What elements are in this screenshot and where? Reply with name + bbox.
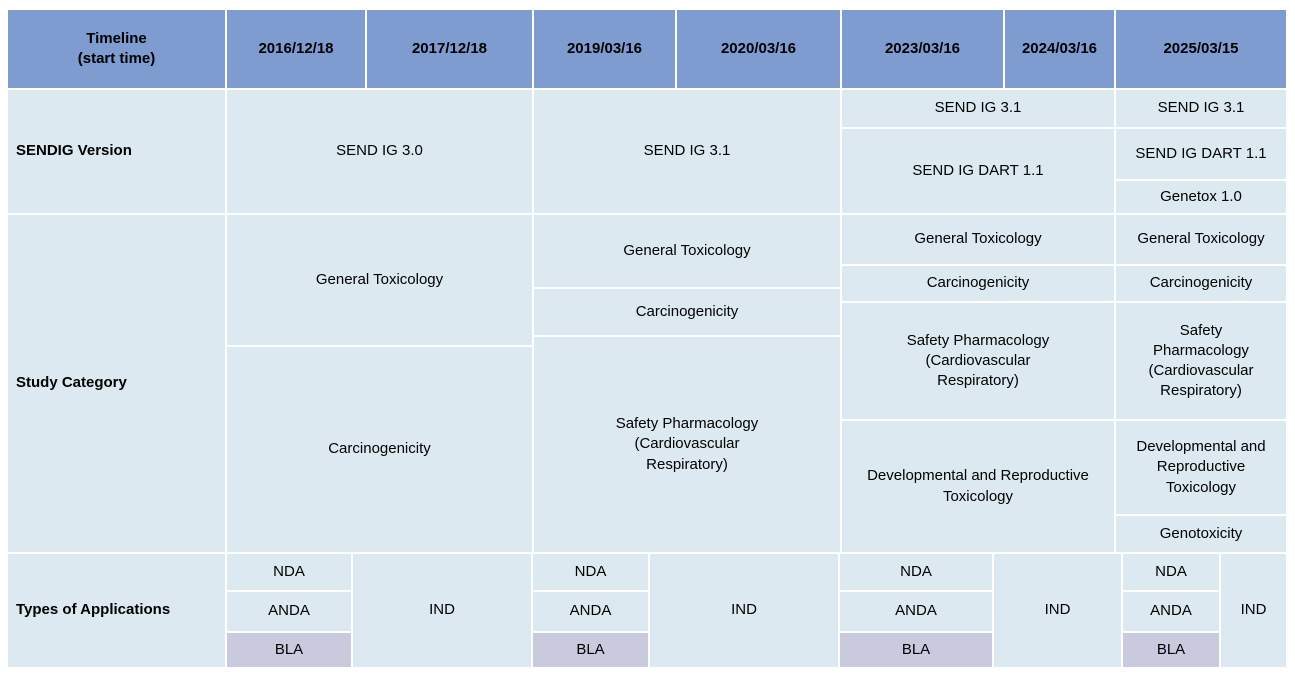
applications-2023-bla: BLA [840,633,992,667]
sendig-group-2023-2024: SEND IG 3.1 SEND IG DART 1.1 [842,90,1114,213]
header-timeline: Timeline (start time) [8,10,225,88]
study-2023-2024-safety-pharmacology: Safety Pharmacology (Cardiovascular Resp… [842,303,1114,419]
study-2025-safety-pharmacology: Safety Pharmacology (Cardiovascular Resp… [1116,303,1286,419]
sendig-2025-ig31: SEND IG 3.1 [1116,90,1286,127]
applications-2016-nda: NDA [227,554,351,590]
header-date-2020-03-16: 2020/03/16 [677,10,840,88]
study-2019-2020-general-toxicology: General Toxicology [534,215,840,287]
row-label-types-of-applications: Types of Applications [8,554,225,667]
applications-2024-ind: IND [994,554,1121,667]
applications-2016-anda: ANDA [227,592,351,631]
applications-2020-ind: IND [650,554,838,667]
applications-2025-bla: BLA [1123,633,1219,667]
study-2023-2024-general-toxicology: General Toxicology [842,215,1114,264]
applications-2017-ind: IND [353,554,531,667]
row-label-sendig-version: SENDIG Version [8,90,225,213]
send-timeline-table: Timeline (start time) 2016/12/18 2017/12… [8,10,1286,667]
study-category-row: Study Category General Toxicology Carcin… [8,215,1286,552]
applications-2025-ind: IND [1221,554,1286,667]
sendig-2025-genetox10: Genetox 1.0 [1116,181,1286,213]
study-group-2016-2017: General Toxicology Carcinogenicity [227,215,532,552]
header-date-2017-12-18: 2017/12/18 [367,10,532,88]
header-date-2016-12-18: 2016/12/18 [227,10,365,88]
applications-2019-nda: NDA [533,554,648,590]
applications-2019-bla: BLA [533,633,648,667]
applications-2023-nda: NDA [840,554,992,590]
study-2025-general-toxicology: General Toxicology [1116,215,1286,264]
sendig-cell-2019-2020: SEND IG 3.1 [534,90,840,213]
study-group-2025: General Toxicology Carcinogenicity Safet… [1116,215,1286,552]
applications-2023-anda: ANDA [840,592,992,631]
study-group-2019-2020: General Toxicology Carcinogenicity Safet… [534,215,840,552]
study-group-2023-2024: General Toxicology Carcinogenicity Safet… [842,215,1114,552]
study-2016-2017-general-toxicology: General Toxicology [227,215,532,345]
sendig-2025-dart11: SEND IG DART 1.1 [1116,129,1286,179]
header-date-2019-03-16: 2019/03/16 [534,10,675,88]
study-2025-genotoxicity: Genotoxicity [1116,516,1286,552]
header-date-2023-03-16: 2023/03/16 [842,10,1003,88]
study-2023-2024-dart: Developmental and Reproductive Toxicolog… [842,421,1114,552]
applications-2019-anda: ANDA [533,592,648,631]
row-label-study-category: Study Category [8,215,225,552]
applications-2025-anda: ANDA [1123,592,1219,631]
study-2019-2020-safety-pharmacology: Safety Pharmacology (Cardiovascular Resp… [534,337,840,552]
applications-2025-nda: NDA [1123,554,1219,590]
applications-2016-bla: BLA [227,633,351,667]
sendig-cell-2016-2017: SEND IG 3.0 [227,90,532,213]
applications-group-2016: NDA ANDA BLA [227,554,351,667]
header-date-2025-03-15: 2025/03/15 [1116,10,1286,88]
sendig-2023-2024-dart11: SEND IG DART 1.1 [842,129,1114,213]
applications-group-2019: NDA ANDA BLA [533,554,648,667]
applications-row: Types of Applications NDA ANDA BLA IND N… [8,554,1286,667]
study-2019-2020-carcinogenicity: Carcinogenicity [534,289,840,335]
header-row: Timeline (start time) 2016/12/18 2017/12… [8,10,1286,88]
study-2023-2024-carcinogenicity: Carcinogenicity [842,266,1114,301]
study-2025-dart: Developmental and Reproductive Toxicolog… [1116,421,1286,514]
applications-group-2025: NDA ANDA BLA [1123,554,1219,667]
study-2016-2017-carcinogenicity: Carcinogenicity [227,347,532,552]
header-date-2024-03-16: 2024/03/16 [1005,10,1114,88]
study-2025-carcinogenicity: Carcinogenicity [1116,266,1286,301]
sendig-2023-2024-ig31: SEND IG 3.1 [842,90,1114,127]
applications-group-2023: NDA ANDA BLA [840,554,992,667]
sendig-group-2025: SEND IG 3.1 SEND IG DART 1.1 Genetox 1.0 [1116,90,1286,213]
sendig-version-row: SENDIG Version SEND IG 3.0 SEND IG 3.1 S… [8,90,1286,213]
